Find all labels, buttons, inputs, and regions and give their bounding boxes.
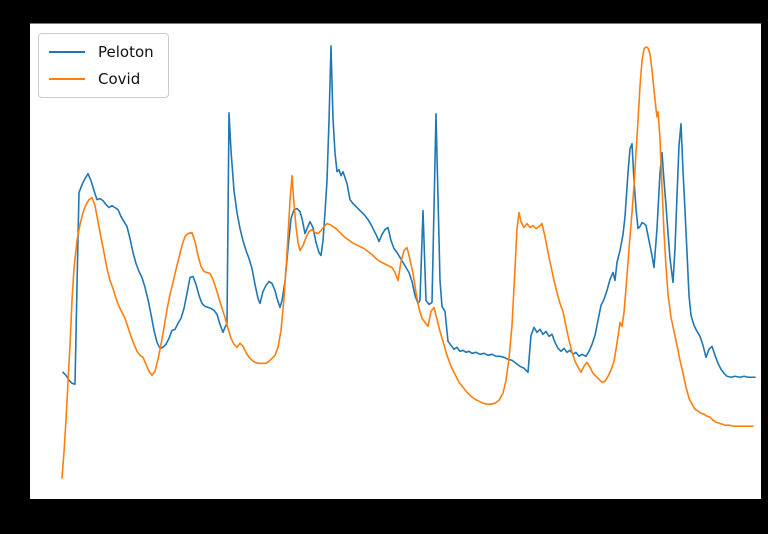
peloton-line-swatch — [49, 51, 85, 53]
legend: Peloton Covid — [38, 33, 169, 98]
plot-area: Peloton Covid — [30, 23, 761, 499]
peloton-line — [62, 45, 756, 386]
legend-label-covid: Covid — [98, 70, 141, 88]
covid-line — [61, 46, 754, 479]
legend-item-peloton: Peloton — [49, 41, 154, 63]
covid-line-swatch — [49, 78, 85, 80]
legend-label-peloton: Peloton — [98, 43, 154, 61]
line-chart — [61, 45, 756, 479]
legend-item-covid: Covid — [49, 68, 154, 90]
